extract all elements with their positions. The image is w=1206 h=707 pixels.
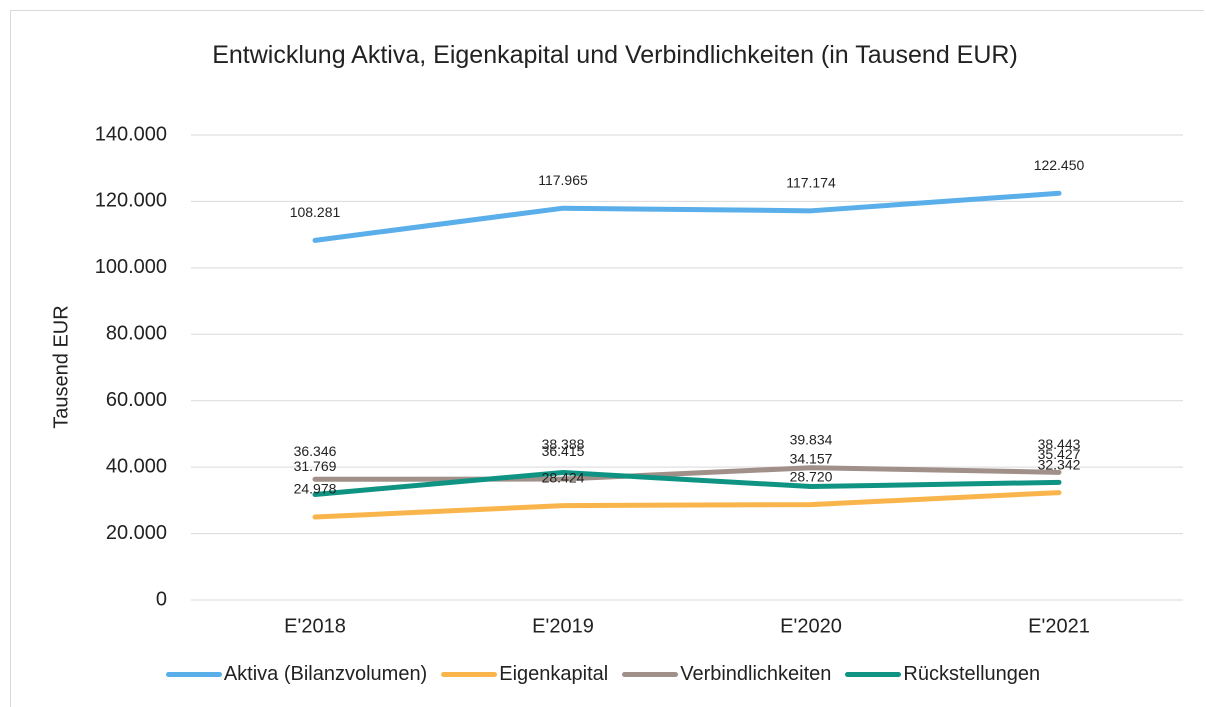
series-line (312, 465, 1062, 482)
data-label: 36.415 (542, 443, 585, 459)
y-tick-label: 140.000 (95, 123, 167, 145)
data-label: 24.978 (294, 481, 337, 497)
legend-swatch (441, 672, 498, 677)
data-label: 122.450 (1034, 157, 1085, 173)
y-tick-label: 0 (156, 588, 167, 610)
x-tick-label: E'2019 (532, 615, 594, 637)
chart-title: Entwicklung Aktiva, Eigenkapital und Ver… (212, 41, 1018, 69)
data-label: 32.342 (1038, 456, 1081, 472)
legend-label: Aktiva (Bilanzvolumen) (223, 663, 428, 685)
legend-label: Rückstellungen (903, 663, 1041, 685)
legend: Aktiva (Bilanzvolumen) Eigenkapital Verbin… (0, 663, 1206, 686)
data-label: 38.388 (542, 436, 585, 452)
y-tick-label: 40.000 (106, 455, 167, 477)
data-label: 117.965 (538, 172, 588, 188)
legend-item: Aktiva (Bilanzvolumen) (165, 663, 428, 686)
data-label: 28.720 (790, 468, 833, 484)
data-label: 34.157 (790, 450, 833, 466)
x-tick-label: E'2021 (1028, 615, 1090, 637)
data-label: 108.281 (290, 204, 341, 220)
legend-swatch (165, 672, 222, 677)
data-label: 38.443 (1038, 436, 1081, 452)
data-label: 28.424 (542, 469, 585, 485)
series-line (312, 490, 1062, 520)
y-tick-label: 20.000 (106, 522, 167, 544)
data-label: 31.769 (294, 458, 337, 474)
x-tick-label: E'2020 (780, 615, 842, 637)
legend-label: Verbindlichkeiten (680, 663, 832, 685)
y-tick-label: 80.000 (106, 323, 167, 345)
chart-border (10, 10, 1204, 707)
legend-item: Eigenkapital (441, 663, 608, 686)
legend-swatch (845, 672, 902, 677)
legend-swatch (622, 672, 679, 677)
y-tick-label: 120.000 (95, 190, 167, 212)
data-label: 35.427 (1038, 446, 1081, 462)
series-line (312, 190, 1062, 243)
x-tick-label: E'2018 (284, 615, 346, 637)
series-line (312, 469, 1062, 497)
data-label: 39.834 (790, 431, 833, 447)
data-label: 117.174 (786, 175, 836, 191)
y-tick-label: 60.000 (106, 389, 167, 411)
legend-label: Eigenkapital (499, 663, 609, 685)
data-label: 36.346 (294, 443, 337, 459)
y-axis-label: Tausend EUR (50, 305, 72, 428)
y-tick-label: 100.000 (95, 256, 167, 278)
legend-item: Verbindlichkeiten (622, 663, 831, 686)
legend-item: Rückstellungen (845, 663, 1040, 686)
